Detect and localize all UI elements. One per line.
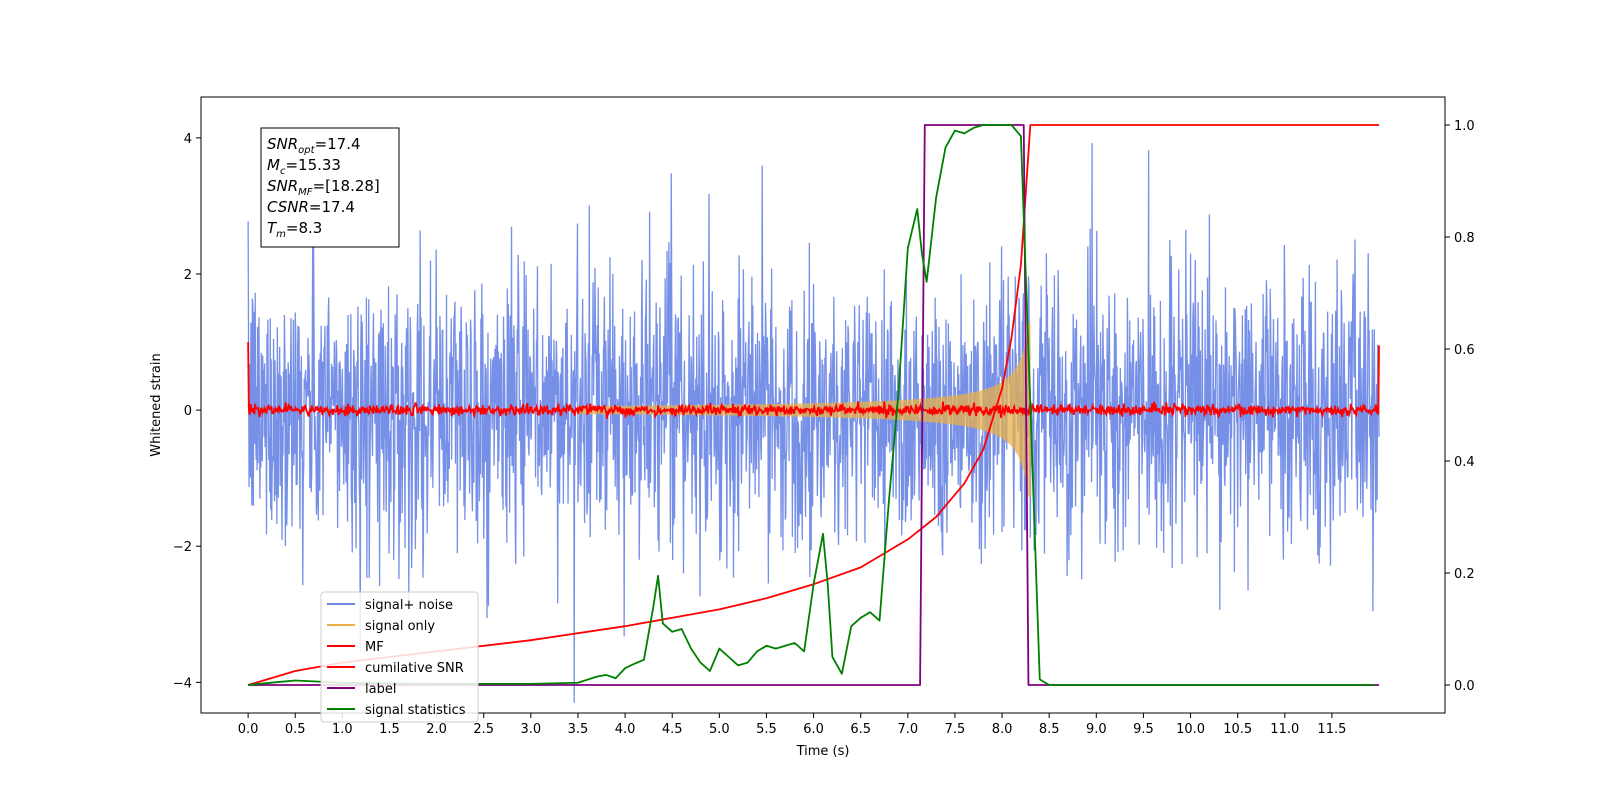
x-axis: 0.0 0.5 1.0 1.5 2.0 2.5 3.0 3.5 4.0 4.5 5.0 5.5 6.0 6… [238, 713, 1346, 737]
y2-tick-label: 0.2 [1454, 567, 1475, 582]
x-tick-label: 3.5 [568, 722, 589, 737]
axes-frame [200, 96, 1446, 714]
x-tick-label: 1.5 [379, 722, 400, 737]
x-tick-label: 6.0 [803, 722, 824, 737]
y-axis-label: Whitened strain [149, 353, 164, 456]
y2-tick-label: 0.0 [1454, 679, 1475, 694]
annotation-line: Tm=8.3 [267, 219, 322, 240]
y-axis-left: 4 2 0 −2 −4 [173, 132, 201, 691]
x-tick-label: 9.5 [1133, 722, 1154, 737]
annotation-line: Mc=15.33 [267, 156, 341, 177]
series-signal-statistics [248, 124, 1375, 686]
x-tick-label: 11.0 [1270, 722, 1299, 737]
y2-tick-label: 1.0 [1454, 119, 1475, 134]
legend-entry: signal only [365, 619, 435, 634]
x-tick-label: 2.5 [473, 722, 494, 737]
legend-entry: signal statistics [365, 703, 466, 718]
x-tick-label: 11.5 [1317, 722, 1346, 737]
x-tick-label: 6.5 [850, 722, 871, 737]
series-signal-only [577, 323, 1031, 497]
x-tick-label: 5.0 [709, 722, 730, 737]
x-axis-label: Time (s) [796, 744, 850, 759]
legend-entry: cumilative SNR [365, 661, 464, 676]
x-tick-label: 9.0 [1086, 722, 1107, 737]
x-tick-label: 10.5 [1223, 722, 1252, 737]
y-tick-label: 0 [184, 404, 192, 419]
x-tick-label: 7.5 [945, 722, 966, 737]
y2-tick-label: 0.6 [1454, 343, 1475, 358]
x-tick-label: 5.5 [756, 722, 777, 737]
y-tick-label: 2 [184, 268, 192, 283]
x-tick-label: 4.5 [662, 722, 683, 737]
annotation-line: CSNR=17.4 [267, 198, 355, 216]
annotation-line: SNRMF=[18.28] [267, 177, 380, 198]
legend: signal+ noise signal only MF cumilative SNR… [320, 591, 479, 723]
legend-entry: MF [365, 640, 384, 655]
x-tick-label: 3.0 [521, 722, 542, 737]
y-tick-label: 4 [184, 132, 192, 147]
x-tick-label: 8.5 [1039, 722, 1060, 737]
x-tick-label: 7.0 [897, 722, 918, 737]
y-tick-label: −2 [173, 540, 192, 555]
x-tick-label: 4.0 [615, 722, 636, 737]
series-signal-noise [247, 143, 1380, 703]
x-tick-label: 10.0 [1176, 722, 1205, 737]
y2-tick-label: 0.4 [1454, 455, 1475, 470]
legend-entry: label [365, 682, 396, 697]
y-axis-right: 1.0 0.8 0.6 0.4 0.2 0.0 [1445, 119, 1475, 694]
x-tick-label: 8.0 [992, 722, 1013, 737]
legend-frame [320, 591, 479, 723]
y-tick-label: −4 [173, 676, 192, 691]
y2-tick-label: 0.8 [1454, 231, 1475, 246]
x-tick-label: 1.0 [332, 722, 353, 737]
legend-entry: signal+ noise [365, 598, 453, 613]
annotation-line: SNRopt=17.4 [267, 135, 361, 156]
x-tick-label: 0.0 [238, 722, 259, 737]
annotation-frame [260, 127, 400, 248]
x-tick-label: 0.5 [285, 722, 306, 737]
annotation-box: SNRopt=17.4Mc=15.33SNRMF=[18.28]CSNR=17.… [260, 127, 400, 248]
series-mf [247, 342, 1380, 419]
x-tick-label: 2.0 [426, 722, 447, 737]
